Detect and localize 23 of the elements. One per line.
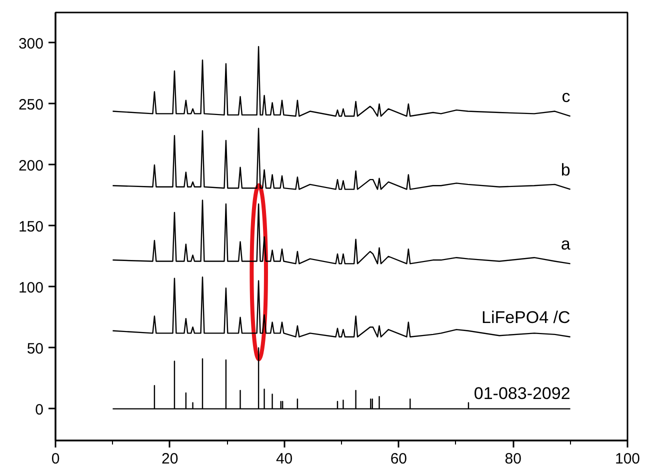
x-tick-label: 60 (390, 450, 408, 468)
x-tick-label: 0 (51, 450, 60, 468)
series-label: a (560, 234, 571, 254)
x-tick-label: 100 (614, 450, 640, 468)
x-tick-label: 80 (504, 450, 522, 468)
series-label: c (562, 87, 571, 106)
y-tick-label: 150 (18, 218, 44, 236)
y-tick-label: 250 (18, 96, 44, 114)
x-tick-label: 20 (162, 450, 178, 468)
line-series (112, 200, 571, 264)
y-tick-label: 0 (35, 401, 44, 418)
x-tick-label: 40 (276, 450, 293, 468)
line-series (112, 46, 571, 117)
y-tick-label: 300 (18, 35, 44, 52)
line-series (112, 128, 571, 190)
series-label: 01-083-2092 (474, 384, 570, 403)
series-label: b (560, 160, 570, 180)
line-series (112, 276, 571, 338)
y-tick-label: 100 (18, 279, 44, 296)
series-label: LiFePO4 /C (481, 308, 570, 327)
y-tick-label: 200 (18, 157, 44, 174)
line-series (112, 347, 571, 410)
y-tick-label: 50 (26, 340, 44, 358)
